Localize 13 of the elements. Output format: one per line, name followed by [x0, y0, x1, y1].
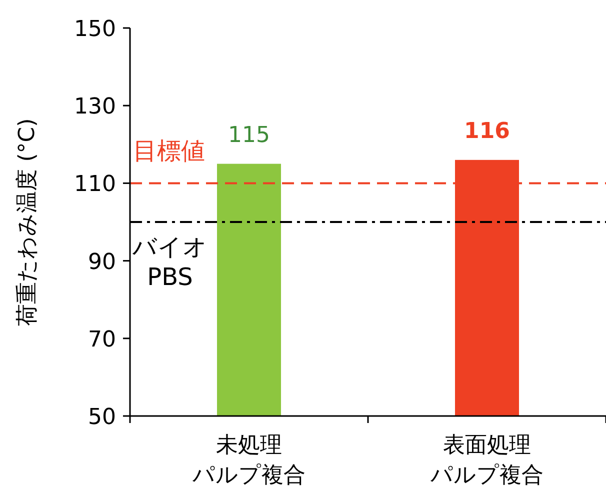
ref-line-label: 目標値 — [133, 137, 205, 166]
x-tick-label: 未処理パルプ複合 — [192, 433, 306, 488]
y-tick-label: 110 — [74, 172, 116, 198]
ref-line-label: バイオ PBS — [132, 233, 208, 291]
y-tick-label: 70 — [88, 327, 116, 352]
data-label: 116 — [464, 118, 510, 144]
y-tick-label: 130 — [74, 94, 116, 120]
y-axis-title: 荷重たわみ温度 (°C) — [15, 118, 40, 326]
y-tick-label: 50 — [88, 405, 116, 430]
y-tick-label: 90 — [88, 250, 116, 275]
x-tick-label: 表面処理パルプ複合 — [430, 433, 544, 488]
data-label: 115 — [228, 122, 270, 148]
y-tick-label: 150 — [74, 17, 116, 42]
